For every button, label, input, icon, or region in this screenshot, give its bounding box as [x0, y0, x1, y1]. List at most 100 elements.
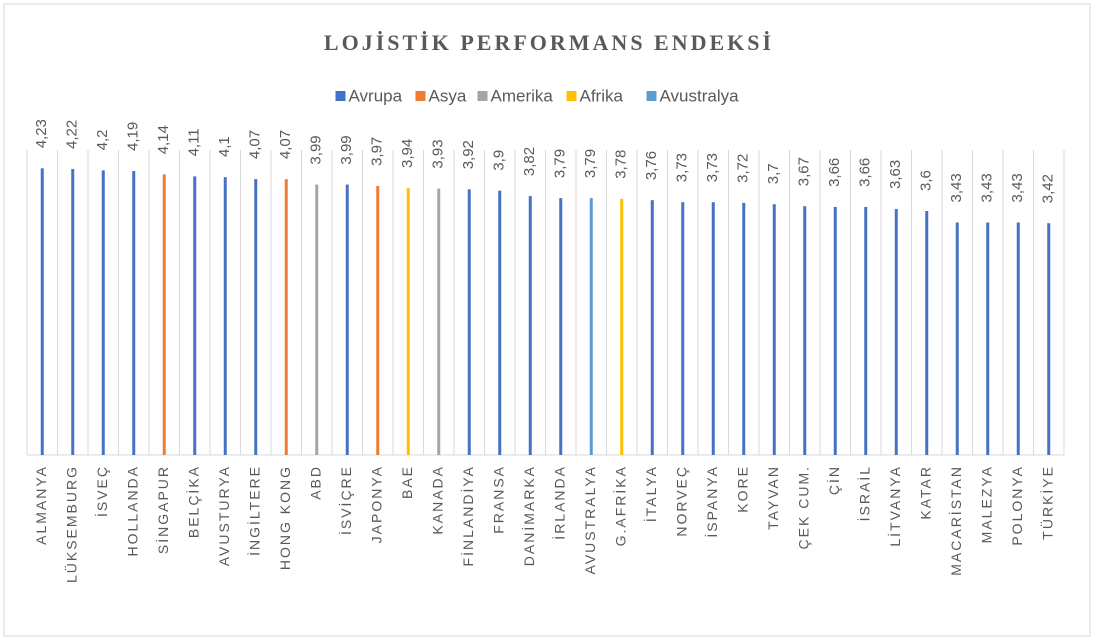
value-label: 3,92 — [460, 140, 477, 169]
bar — [589, 198, 593, 455]
value-label: 3,9 — [491, 150, 508, 171]
x-tick-label: NORVEÇ — [673, 465, 689, 537]
bar — [345, 184, 349, 456]
x-tick-label: DANİMARKA — [520, 465, 537, 566]
value-label: 3,6 — [918, 170, 935, 191]
bar — [894, 208, 898, 455]
x-tick-label: İSVİÇRE — [337, 465, 354, 535]
legend-swatch — [335, 91, 346, 101]
x-tick-label: İSVEÇ — [93, 465, 110, 517]
x-tick-label: BELÇİKA — [184, 465, 201, 538]
value-label: 3,79 — [552, 149, 569, 178]
value-label: 3,99 — [308, 135, 325, 164]
value-label: 4,14 — [155, 125, 172, 154]
bar — [1016, 222, 1020, 455]
x-tick-label: MALEZYA — [978, 465, 994, 543]
value-label: 3,43 — [1009, 173, 1026, 202]
value-label: 4,07 — [247, 130, 264, 159]
bar — [803, 206, 807, 455]
legend-swatch — [646, 91, 657, 101]
bar — [833, 206, 837, 455]
x-tick-label: KATAR — [917, 465, 933, 520]
value-label: 3,73 — [674, 153, 691, 182]
x-tick-label: İSRAİL — [855, 465, 872, 521]
value-label: 3,82 — [521, 147, 538, 176]
x-tick-label: LÜKSEMBURG — [62, 465, 79, 583]
bar — [223, 177, 227, 455]
bar — [284, 179, 288, 455]
value-label: 3,93 — [430, 139, 447, 168]
bar — [467, 189, 471, 456]
x-tick-label: ÇEK CUM. — [795, 465, 811, 549]
value-label: 4,1 — [216, 136, 233, 157]
legend-label: Amerika — [491, 86, 554, 105]
x-tick-label: LİTVANYA — [886, 465, 903, 547]
bar — [650, 200, 654, 455]
value-label: 4,07 — [277, 130, 294, 159]
x-tick-label: SİNGAPUR — [154, 465, 171, 554]
bar — [711, 202, 715, 455]
x-tick-label: AVUSTURYA — [216, 465, 232, 566]
value-label: 4,11 — [186, 128, 203, 156]
value-label: 3,94 — [399, 139, 416, 168]
value-label: 3,97 — [369, 137, 386, 166]
bar — [315, 184, 319, 456]
bar — [528, 196, 532, 456]
x-tick-label: G.AFRİKA — [611, 465, 628, 546]
bar — [376, 185, 380, 455]
bar — [71, 168, 75, 455]
value-label: 3,79 — [582, 149, 599, 178]
legend-label: Afrika — [580, 86, 624, 105]
value-label: 3,43 — [948, 173, 965, 202]
x-tick-label: BAE — [399, 465, 415, 499]
x-tick-label: TÜRKİYE — [1038, 465, 1055, 540]
legend-label: Avustralya — [660, 86, 740, 105]
x-tick-label: POLONYA — [1009, 465, 1025, 546]
bar — [955, 222, 959, 455]
value-label: 4,22 — [64, 120, 81, 149]
x-tick-label: KANADA — [429, 465, 445, 535]
bar — [406, 187, 410, 455]
chart-border — [3, 3, 1091, 637]
x-tick-label: JAPONYA — [368, 465, 384, 543]
bar — [925, 211, 929, 455]
value-label: 3,66 — [826, 158, 843, 187]
value-label: 3,63 — [887, 160, 904, 189]
bar — [254, 179, 258, 455]
x-tick-label: ÇİN — [825, 465, 842, 495]
value-label: 3,76 — [643, 151, 660, 180]
bar — [772, 204, 776, 455]
chart-title: LOJİSTİK PERFORMANS ENDEKSİ — [324, 30, 774, 55]
bar — [193, 176, 197, 455]
legend-swatch — [566, 91, 577, 101]
bar — [559, 198, 563, 455]
x-tick-label: FRANSA — [490, 465, 506, 534]
x-tick-label: HONG KONG — [277, 465, 293, 570]
bar — [101, 170, 105, 456]
value-label: 4,2 — [94, 129, 111, 150]
bar — [742, 202, 746, 455]
value-label: 3,72 — [735, 154, 752, 183]
bar — [40, 168, 44, 456]
value-label: 3,7 — [765, 163, 782, 184]
value-label: 4,19 — [125, 122, 142, 151]
value-label: 3,43 — [979, 173, 996, 202]
x-tick-label: KORE — [734, 465, 750, 513]
x-tick-label: İRLANDA — [550, 465, 567, 540]
bar — [681, 202, 685, 455]
bar — [620, 198, 624, 456]
bar — [864, 206, 868, 455]
value-label: 3,42 — [1040, 174, 1057, 203]
value-label: 4,23 — [33, 119, 50, 148]
value-label: 3,66 — [857, 158, 874, 187]
x-tick-label: İNGİLTERE — [245, 465, 262, 556]
x-tick-label: MACARİSTAN — [947, 465, 964, 576]
x-tick-label: AVUSTRALYA — [582, 465, 598, 574]
x-tick-label: TAYVAN — [765, 465, 781, 530]
bar — [132, 171, 136, 455]
x-tick-label: HOLLANDA — [124, 465, 140, 556]
x-tick-label: FİNLANDİYA — [459, 465, 476, 566]
value-label: 3,78 — [613, 150, 630, 179]
bar — [1047, 223, 1051, 455]
